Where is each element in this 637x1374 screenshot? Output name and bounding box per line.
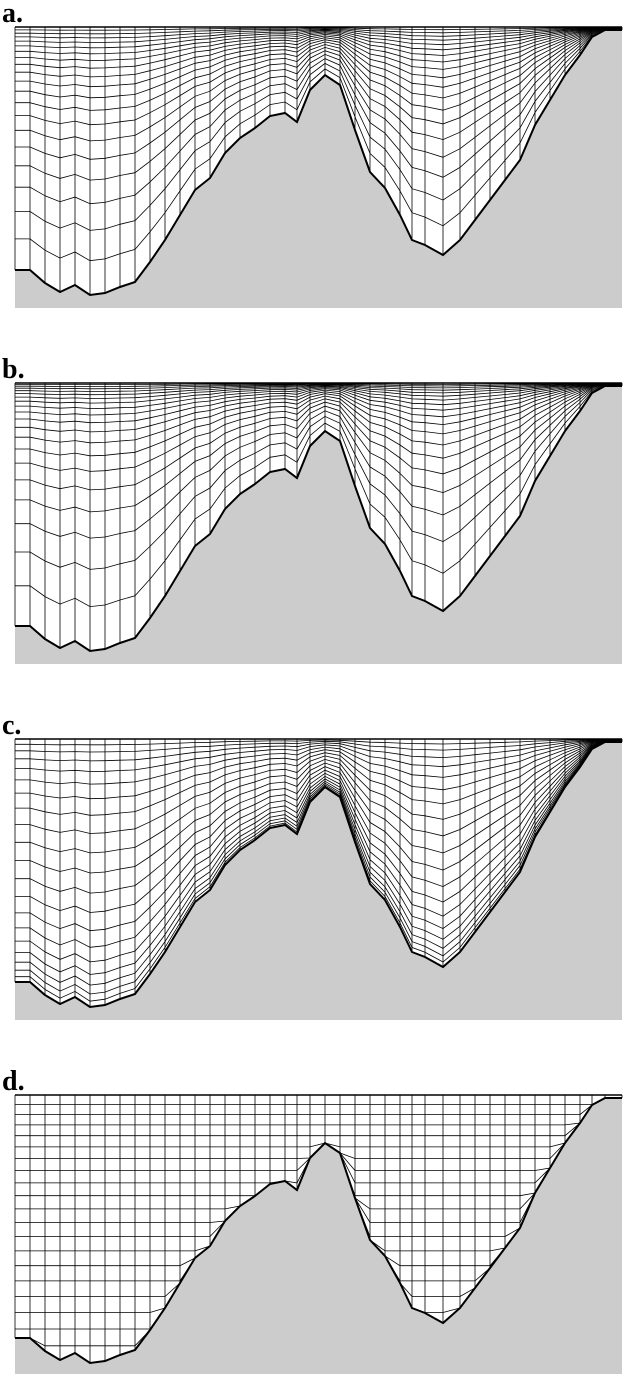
grid-level [15, 27, 622, 142]
grid-level [15, 383, 622, 444]
seabed [15, 30, 622, 308]
grid-level [15, 382, 622, 399]
grid-level [15, 28, 622, 181]
seabed-line [15, 741, 622, 1009]
grid-level [15, 741, 622, 986]
grid-level [15, 382, 622, 409]
grid-level [15, 26, 622, 39]
grid-level [15, 740, 622, 948]
grid-level [15, 738, 622, 746]
grid-level [15, 1097, 622, 1126]
grid-level [15, 739, 622, 854]
grid-level [15, 26, 622, 35]
grid-level [15, 27, 622, 126]
grid-level [15, 27, 622, 99]
panel-label: a. [2, 0, 23, 29]
seabed-line [15, 1097, 622, 1365]
seabed-line [15, 385, 622, 653]
grid-level [15, 384, 622, 539]
grid-level [15, 382, 622, 396]
grid-level [15, 28, 622, 231]
grid-level [15, 383, 622, 491]
grid-level [15, 29, 622, 262]
grid-level [15, 26, 622, 31]
grid-level [15, 739, 622, 772]
grid-level [15, 26, 622, 43]
grid-level [15, 1097, 622, 1137]
grid-level [15, 739, 622, 800]
grid-level [15, 383, 622, 457]
panel-label: c. [2, 710, 21, 741]
grid-level [15, 738, 622, 762]
grid-level [15, 384, 622, 570]
grid-level [15, 26, 622, 61]
grid-level [15, 385, 622, 608]
grid-level [15, 741, 622, 995]
panel-label: d. [2, 1066, 25, 1097]
grid-level [15, 1097, 622, 1148]
panel-label: b. [2, 354, 25, 385]
seabed [15, 1098, 622, 1374]
grid-level [15, 26, 622, 49]
grid-level [15, 27, 622, 69]
grid-level [15, 382, 622, 416]
grid-level [15, 739, 622, 785]
grid-level [15, 738, 622, 753]
seabed [15, 386, 622, 664]
grid-level [15, 383, 622, 513]
grid-level [15, 383, 622, 472]
grid-level [15, 741, 622, 963]
grid-level [15, 28, 622, 160]
grid-level [15, 739, 622, 816]
grid-level [15, 740, 622, 913]
grid-level [15, 1097, 622, 1105]
grid-level [15, 382, 622, 404]
grid-level [15, 739, 622, 834]
grid-level [15, 382, 622, 392]
grid-level [15, 740, 622, 874]
grid-level [15, 27, 622, 88]
grid-level [15, 383, 622, 433]
grid-level [15, 27, 622, 111]
grid-level [15, 382, 622, 390]
seabed-line [15, 29, 622, 297]
grid-level [15, 740, 622, 894]
grid-level [15, 27, 622, 78]
grid-level [15, 26, 622, 55]
grid-level [15, 1097, 622, 1115]
grid-level [15, 382, 622, 424]
grid-level [15, 28, 622, 205]
grid-level [15, 740, 622, 932]
grid-level [15, 741, 622, 975]
grid-level [15, 382, 622, 387]
